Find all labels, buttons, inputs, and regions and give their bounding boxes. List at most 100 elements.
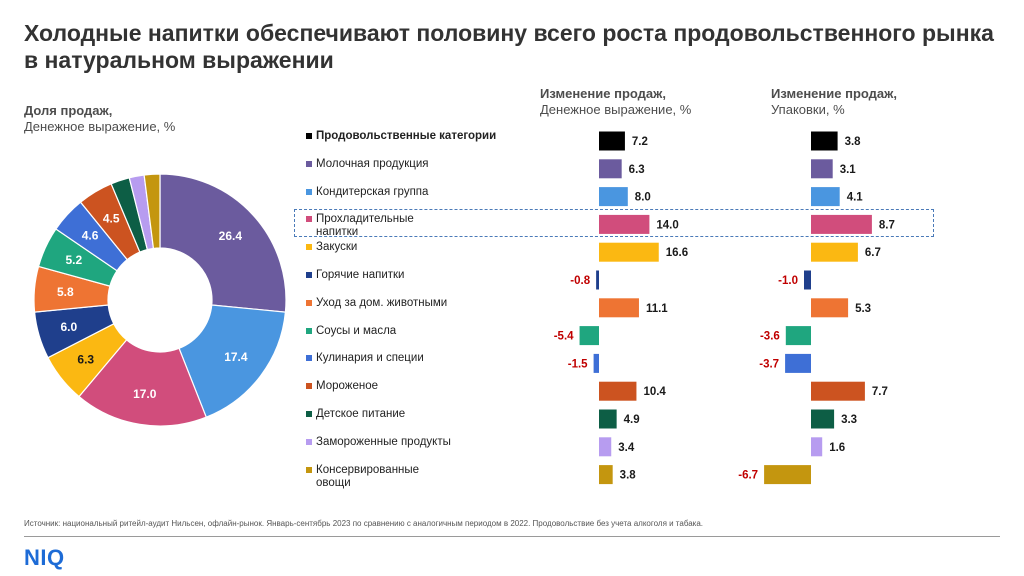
legend-swatch bbox=[306, 160, 312, 167]
units-change-label: 7.7 bbox=[872, 386, 888, 398]
units-change-bar bbox=[811, 409, 835, 429]
units-change-label: -3.7 bbox=[759, 358, 779, 370]
units-change-bar bbox=[811, 131, 838, 151]
units-change-bar bbox=[811, 242, 858, 262]
value-change-label: 14.0 bbox=[656, 219, 678, 231]
donut-slice bbox=[178, 304, 287, 418]
donut-slice-label: 6.0 bbox=[61, 320, 78, 334]
legend-swatch bbox=[306, 272, 312, 278]
units-change-label: -1.0 bbox=[778, 275, 798, 287]
niq-logo: NIQ bbox=[24, 545, 65, 570]
legend-item: Соусы и масла bbox=[306, 325, 536, 353]
units-change-bar bbox=[811, 298, 849, 318]
units-change-label: 8.7 bbox=[879, 219, 895, 231]
value-change-label: 3.4 bbox=[618, 442, 635, 454]
units-change-bar bbox=[811, 159, 833, 179]
value-change-bar bbox=[599, 409, 617, 429]
value-change-bar bbox=[599, 214, 650, 234]
value-change-heading: Изменение продаж, Денежное выражение, % bbox=[540, 86, 691, 118]
units-change-label: 3.1 bbox=[840, 164, 857, 176]
legend-item: Молочная продукция bbox=[306, 158, 536, 186]
units-change-heading-line1: Изменение продаж, bbox=[771, 86, 897, 101]
value-change-bar bbox=[599, 437, 612, 457]
donut-slice-label: 26.4 bbox=[219, 229, 243, 243]
value-change-heading-line1: Изменение продаж, bbox=[540, 86, 666, 101]
donut-slice-label: 6.3 bbox=[77, 352, 94, 366]
units-change-bar bbox=[804, 270, 811, 290]
value-change-bar bbox=[579, 326, 599, 346]
units-change-bar bbox=[811, 214, 872, 234]
legend-label: Замороженные продукты bbox=[316, 436, 536, 449]
page-title: Холодные напитки обеспечивают половину в… bbox=[24, 20, 994, 73]
legend-label-line: Кулинария и специи bbox=[316, 352, 424, 365]
legend-label: Горячие напитки bbox=[316, 269, 536, 282]
legend-label-line: Мороженое bbox=[316, 380, 378, 393]
legend-label: Продовольственные категории bbox=[316, 130, 536, 143]
units-change-label: -6.7 bbox=[738, 470, 758, 482]
donut-slice-label: 17.4 bbox=[224, 350, 248, 364]
units-change-bar bbox=[764, 465, 811, 485]
value-change-label: 16.6 bbox=[666, 247, 688, 259]
legend-swatch bbox=[306, 133, 312, 139]
donut-slice-label: 17.0 bbox=[133, 387, 157, 401]
units-change-label: 3.3 bbox=[841, 414, 857, 426]
legend-swatch bbox=[306, 188, 312, 195]
legend-label-line: Уход за дом. животными bbox=[316, 296, 448, 309]
legend-label-line: Консервированные bbox=[316, 463, 420, 476]
soft-drinks-highlight-box bbox=[294, 209, 934, 237]
units-change-label: 1.6 bbox=[829, 442, 845, 454]
legend-swatch bbox=[306, 327, 312, 334]
share-donut-chart: 26.4 17.4 17.0 6.3 6.0 5.8 5.24.6 4.5 bbox=[33, 173, 287, 427]
value-change-bar bbox=[599, 131, 625, 151]
legend-swatch bbox=[306, 466, 312, 473]
legend-label: Кондитерская группа bbox=[316, 186, 536, 199]
donut-slice-label: 4.6 bbox=[82, 229, 99, 243]
legend-label-line: напитки bbox=[316, 226, 359, 239]
units-change-bar bbox=[811, 187, 840, 207]
value-change-label: -0.8 bbox=[570, 275, 590, 287]
value-change-bar bbox=[593, 353, 599, 373]
donut-slice-label: 4.5 bbox=[103, 212, 120, 226]
legend-label: Мороженое bbox=[316, 380, 536, 393]
units-change-bar bbox=[811, 381, 865, 401]
legend-label: Консервированные овощи bbox=[316, 464, 536, 490]
pie-chart-heading: Доля продаж, Денежное выражение, % bbox=[24, 103, 175, 135]
units-change-heading: Изменение продаж, Упаковки, % bbox=[771, 86, 897, 118]
units-change-label: -3.6 bbox=[760, 331, 780, 343]
legend-label-line: Продовольственные категории bbox=[316, 130, 497, 142]
value-change-label: 7.2 bbox=[632, 136, 648, 148]
legend-label: Кулинария и специи bbox=[316, 352, 536, 365]
pie-heading-line2: Денежное выражение, % bbox=[24, 119, 176, 134]
donut-slice bbox=[159, 173, 287, 313]
legend-label: Молочная продукция bbox=[316, 158, 536, 171]
legend-item: Мороженое bbox=[306, 380, 536, 408]
value-change-bar bbox=[599, 381, 637, 401]
legend-label-line: Молочная продукция bbox=[316, 157, 429, 170]
donut-slice bbox=[143, 173, 161, 250]
value-change-label: 4.9 bbox=[624, 414, 640, 426]
legend-item: Горячие напитки bbox=[306, 269, 536, 297]
units-change-bar bbox=[785, 353, 811, 373]
units-change-label: 5.3 bbox=[855, 303, 871, 315]
legend-item: Прохладительные напитки bbox=[306, 213, 536, 241]
units-change-heading-line2: Упаковки, % bbox=[771, 102, 845, 117]
legend-label: Соусы и масла bbox=[316, 325, 536, 338]
legend-label-line: Горячие напитки bbox=[316, 269, 405, 281]
legend-label: Детское питание bbox=[316, 408, 536, 421]
value-change-label: 11.1 bbox=[646, 303, 668, 315]
value-change-label: 3.8 bbox=[620, 470, 637, 482]
legend-swatch bbox=[306, 411, 312, 417]
footer-divider bbox=[24, 536, 1000, 537]
value-change-label: 8.0 bbox=[635, 192, 651, 204]
units-change-label: 3.8 bbox=[845, 136, 862, 148]
donut-slice bbox=[78, 339, 208, 427]
units-change-label: 4.1 bbox=[847, 192, 864, 204]
donut-slice-label: 5.8 bbox=[57, 285, 74, 299]
value-change-bar bbox=[599, 159, 622, 179]
legend-label-line: Соусы и масла bbox=[316, 324, 397, 337]
legend-item: Закуски bbox=[306, 241, 536, 269]
legend-swatch bbox=[306, 299, 312, 306]
legend-label-line: Кондитерская группа bbox=[316, 185, 429, 198]
legend-label-line: Детское питание bbox=[316, 408, 406, 420]
legend-label: Уход за дом. животными bbox=[316, 297, 536, 310]
